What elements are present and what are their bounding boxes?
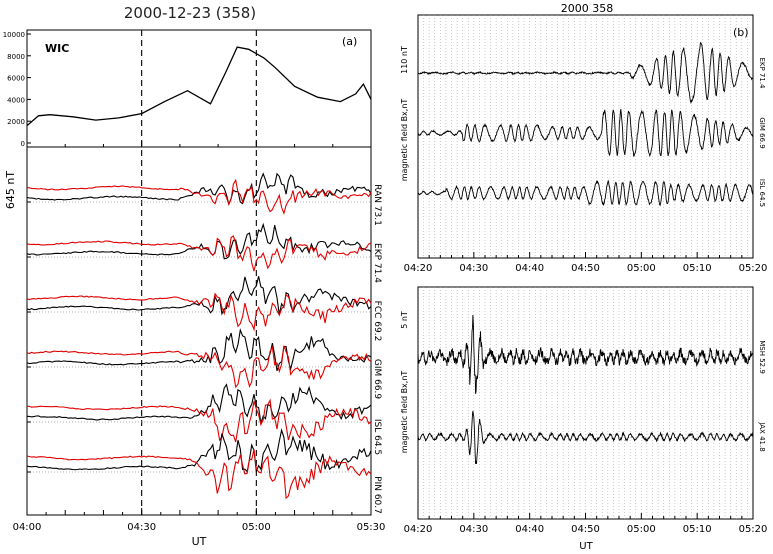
- panel-b-bottom-frame: [417, 286, 754, 520]
- xtick-label: 05:10: [683, 263, 712, 274]
- station-trace-x: [26, 328, 372, 371]
- station-label: ISL 64.5: [758, 179, 766, 207]
- wic-series-line: [26, 46, 372, 127]
- station-trace: [417, 41, 754, 105]
- station-label: JAX 41.8: [758, 421, 766, 451]
- station-label: GIM 66.9: [372, 359, 382, 400]
- panel-a-label: (a): [342, 35, 357, 48]
- panel-b-top-ylabel: magnetic field Bx,nT: [400, 99, 409, 182]
- panel-b-top-plot: (b) 110 nT magnetic field Bx,nT EKP 71.4…: [400, 14, 768, 274]
- panel-b-top-station-labels: EKP 71.4 GIM 66.9 ISL 64.5: [758, 57, 766, 207]
- xtick-label: 05:20: [739, 263, 768, 274]
- station-trace-x: [26, 276, 372, 316]
- station-trace: [417, 314, 754, 394]
- station-label: PIN 60.7: [372, 476, 382, 514]
- station-trace-y: [26, 449, 372, 500]
- station-trace-y: [27, 398, 372, 443]
- panel-a-top-xticks: [26, 141, 372, 147]
- xtick-label: 04:30: [459, 263, 488, 274]
- station-trace-x: [26, 428, 372, 473]
- station-trace: [417, 109, 754, 158]
- station-trace-y: [26, 292, 372, 332]
- panel-a-unit-label: 645 nT: [4, 171, 17, 209]
- panel-a-xticks: 04:00 04:30 05:00 05:30: [13, 508, 386, 533]
- panel-a-main-plot: 645 nT 04:00 04:30 05:00 05:30 RAN 73.1 EKP …: [4, 30, 385, 548]
- ytick-label: 8000: [7, 53, 25, 61]
- xtick-label: 04:00: [13, 522, 42, 533]
- panel-b-top-xticks: 04:20 04:30 04:40 04:50 05:00 05:10 05:20: [404, 252, 768, 274]
- panel-b-xlabel: UT: [579, 541, 593, 552]
- station-trace-y: [26, 345, 372, 389]
- xtick-label: 04:50: [571, 263, 600, 274]
- ytick-label: 10000: [3, 31, 25, 39]
- panel-a-title: 2000-12-23 (358): [124, 4, 256, 22]
- station-trace: [417, 179, 754, 207]
- xtick-label: 04:50: [571, 524, 600, 535]
- panel-b-bottom-station-labels: MSH 52.9 JAX 41.8: [758, 340, 766, 451]
- station-trace-x: [26, 383, 372, 424]
- station-label: EKP 71.4: [758, 57, 766, 89]
- panel-a-traces: [26, 30, 372, 515]
- panel-b-bottom-grid: [423, 287, 748, 519]
- station-trace-y: [26, 235, 372, 272]
- panel-a-top-plot: WIC (a) 0 2000 4000 6000 8000 10000: [3, 29, 372, 148]
- ytick-label: 6000: [7, 75, 25, 83]
- xtick-label: 04:20: [404, 524, 433, 535]
- xtick-label: 05:00: [627, 263, 656, 274]
- xtick-label: 05:20: [739, 524, 768, 535]
- xtick-label: 04:20: [404, 263, 433, 274]
- panel-b-top-traces: [417, 41, 754, 207]
- station-label: ISL 64.5: [372, 419, 382, 455]
- station-label: GIM 66.9: [758, 117, 766, 148]
- panel-a-top-frame: [26, 29, 372, 148]
- panel-b-top-scale: 110 nT: [400, 46, 409, 74]
- station-label: RAN 73.1: [372, 184, 382, 226]
- station-trace: [417, 410, 754, 464]
- xtick-label: 05:30: [357, 522, 386, 533]
- panel-b-label: (b): [733, 26, 749, 39]
- station-label: EKP 71.4: [372, 243, 382, 283]
- panel-a-station-labels: RAN 73.1 EKP 71.4 FCC 69.2 GIM 66.9 ISL 64.5…: [372, 184, 382, 514]
- ytick-label: 4000: [7, 96, 25, 104]
- xtick-label: 04:30: [459, 524, 488, 535]
- panel-a-xlabel: UT: [192, 535, 207, 548]
- station-label: FCC 69.2: [372, 301, 382, 342]
- panel-b-bottom-traces: [417, 314, 754, 464]
- panel-b-bottom-scale: 5 nT: [400, 311, 409, 329]
- panel-a-top-label: WIC: [45, 42, 69, 55]
- ytick-label: 2000: [7, 118, 25, 126]
- xtick-label: 04:40: [515, 263, 544, 274]
- panel-b-bottom-ylabel: magnetic field Bx,nT: [400, 371, 409, 454]
- xtick-label: 05:00: [242, 522, 271, 533]
- ytick-label: 0: [21, 140, 25, 148]
- panel-a-top-yticks: 0 2000 4000 6000 8000 10000: [3, 31, 31, 148]
- xtick-label: 04:30: [127, 522, 156, 533]
- station-label: MSH 52.9: [758, 340, 766, 374]
- xtick-label: 05:00: [627, 524, 656, 535]
- station-trace-y: [26, 178, 372, 216]
- panel-b-bottom-plot: 5 nT magnetic field Bx,nT MSH 52.9 JAX 41…: [400, 286, 768, 552]
- panel-b-title: 2000 358: [561, 2, 614, 15]
- xtick-label: 05:10: [683, 524, 712, 535]
- xtick-label: 04:40: [515, 524, 544, 535]
- panel-b-bottom-xticks: 04:20 04:30 04:40 04:50 05:00 05:10 05:20: [404, 513, 768, 535]
